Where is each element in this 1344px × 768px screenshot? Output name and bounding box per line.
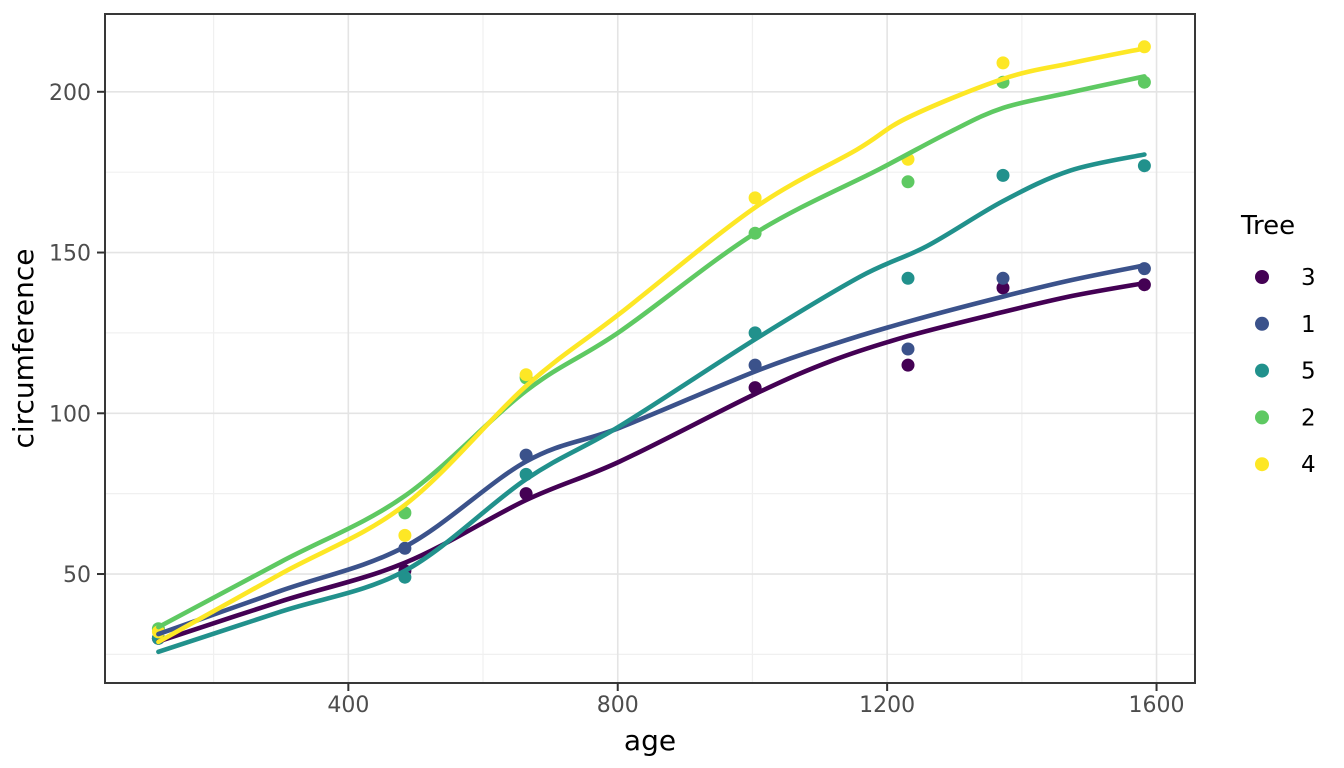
legend-entry-label: 2 [1301, 405, 1316, 431]
grid-minor-layer [105, 14, 1195, 683]
legend-entry-label: 3 [1301, 265, 1316, 291]
data-point-tree-1 [996, 271, 1010, 285]
smooth-line-tree-4 [156, 46, 1147, 645]
y-tick-label: 150 [49, 242, 91, 267]
data-point-tree-4 [519, 368, 533, 382]
data-point-tree-4 [398, 528, 412, 542]
y-axis-title: circumference [7, 248, 40, 448]
legend-key-dot-tree-3 [1255, 270, 1269, 284]
legend-key-dot-tree-2 [1255, 410, 1269, 425]
data-point-tree-4 [748, 191, 762, 205]
data-point-tree-1 [901, 342, 915, 356]
smooth-line-tree-5 [156, 152, 1147, 655]
legend-entry-label: 4 [1301, 452, 1316, 478]
legend-entries: 3 1 5 2 4 [1255, 265, 1316, 478]
legend-entry-label: 1 [1301, 312, 1316, 338]
scatter-points-layer [151, 40, 1151, 645]
x-tick-label: 800 [597, 693, 639, 718]
legend-entry-label: 5 [1301, 359, 1316, 385]
legend-key-dot-tree-1 [1255, 316, 1269, 331]
legend-key-dot-tree-4 [1255, 457, 1269, 472]
x-tick-label: 1600 [1129, 693, 1185, 718]
data-point-tree-3 [996, 281, 1010, 295]
data-point-tree-4 [996, 56, 1010, 70]
axis-ticks-layer [97, 90, 1158, 691]
data-point-tree-5 [901, 271, 915, 285]
legend-title: Tree [1240, 211, 1295, 241]
legend-key-dot-tree-5 [1255, 363, 1269, 378]
y-tick-label: 100 [49, 402, 91, 427]
panel-border [104, 13, 1196, 684]
y-tick-label: 50 [63, 563, 91, 588]
data-point-tree-5 [996, 168, 1010, 182]
smooth-line-tree-2 [156, 74, 1147, 630]
smooth-line-tree-3 [156, 280, 1147, 644]
panel-border-rect [104, 13, 1196, 684]
legend: Tree 3 1 5 2 4 [1240, 211, 1316, 478]
data-point-tree-2 [901, 175, 915, 189]
smooth-line-tree-1 [156, 263, 1147, 637]
y-tick-label: 200 [49, 81, 91, 106]
smooth-lines-layer [156, 46, 1147, 655]
data-point-tree-3 [901, 358, 915, 372]
x-tick-label: 1200 [859, 693, 915, 718]
axis-tick-labels-layer: 400 800 1200 1600 50 100 150 200 [49, 81, 1185, 718]
data-point-tree-5 [1137, 159, 1151, 173]
x-tick-label: 400 [327, 693, 369, 718]
x-axis-title: age [624, 724, 676, 757]
